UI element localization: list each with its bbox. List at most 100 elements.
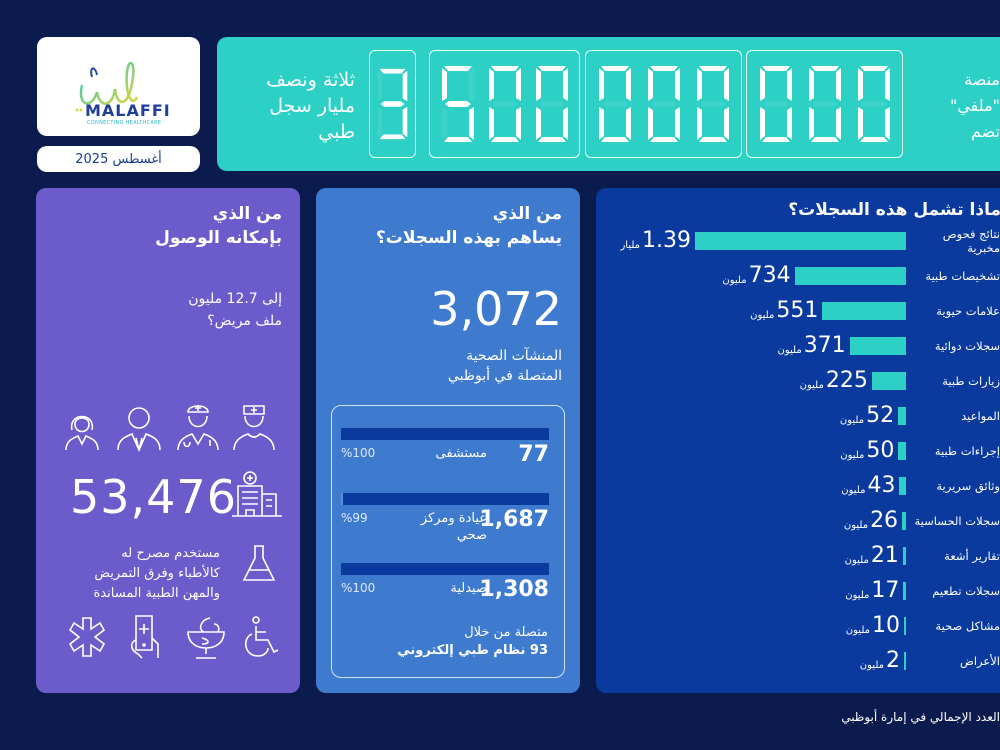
record-row: نتائج فحوص مخبرية مليار 1.39 bbox=[596, 226, 1000, 256]
record-value: مليون 371 bbox=[777, 334, 845, 358]
digit-segment bbox=[647, 68, 653, 101]
facilities-count: 3,072 bbox=[430, 282, 562, 336]
records-count-words: ثلاثة ونصف مليار سجل طبي bbox=[237, 67, 355, 145]
digit-segment bbox=[650, 101, 677, 107]
digit bbox=[808, 66, 841, 142]
digit-segment bbox=[601, 101, 628, 107]
note-line: 93 نظام طبي إلكتروني bbox=[397, 643, 548, 658]
digit bbox=[759, 66, 792, 142]
record-number: 551 bbox=[776, 298, 819, 323]
note-line: متصلة من خلال bbox=[464, 625, 548, 640]
digit-segment bbox=[598, 107, 604, 140]
record-bar bbox=[898, 407, 906, 425]
digit-segment bbox=[600, 66, 629, 71]
facility-progress-bar bbox=[341, 428, 549, 440]
record-bar bbox=[695, 232, 906, 250]
record-unit: مليون bbox=[841, 485, 866, 496]
digit-group bbox=[746, 50, 903, 158]
record-row: وثائق سريرية مليون 43 bbox=[596, 471, 1000, 501]
systems-note: متصلة من خلال 93 نظام طبي إلكتروني bbox=[397, 624, 548, 660]
digit-segment bbox=[537, 137, 566, 142]
record-unit: مليون bbox=[859, 660, 884, 671]
digit-segment bbox=[698, 66, 727, 71]
facility-row: 77 مستشفى %100 bbox=[341, 442, 549, 467]
footer-note: العدد الإجمالي في إمارة أبوظبي bbox=[841, 710, 1000, 724]
desc-line: مستخدم مصرح له bbox=[121, 546, 220, 561]
record-label: نتائج فحوص مخبرية bbox=[942, 227, 1000, 255]
digit bbox=[857, 66, 890, 142]
digit-segment bbox=[490, 137, 519, 142]
digit bbox=[535, 66, 568, 142]
record-label: سجلات الحساسية bbox=[914, 514, 1000, 528]
record-bar bbox=[904, 617, 906, 635]
digit-group bbox=[585, 50, 742, 158]
male-nurse-icon bbox=[232, 402, 276, 456]
records-title: ماذا تشمل هذه السجلات؟ bbox=[788, 200, 1000, 220]
facility-progress-bar bbox=[341, 493, 549, 505]
record-row: سجلات تطعيم مليون 17 bbox=[596, 576, 1000, 606]
digit-segment bbox=[860, 101, 887, 107]
record-bar bbox=[849, 337, 906, 355]
record-label: وثائق سريرية bbox=[936, 479, 1000, 493]
title-line: بإمكانه الوصول bbox=[155, 228, 282, 248]
record-row: المواعيد مليون 52 bbox=[596, 401, 1000, 431]
digit-segment bbox=[857, 107, 863, 140]
record-unit: مليون bbox=[777, 345, 802, 356]
record-bar bbox=[898, 442, 906, 460]
digit-segment bbox=[835, 107, 841, 140]
digit bbox=[488, 66, 521, 142]
record-row: مشاكل صحية مليون 10 bbox=[596, 611, 1000, 641]
digit-segment bbox=[488, 68, 494, 101]
words-line: طبي bbox=[318, 121, 355, 143]
record-row: إجراءات طبية مليون 50 bbox=[596, 436, 1000, 466]
facility-count: 1,308 bbox=[479, 577, 549, 602]
digit-segment bbox=[468, 107, 474, 140]
facilities-description: المنشآت الصحية المتصلة في أبوظبي bbox=[448, 346, 562, 386]
report-date: أغسطس 2025 bbox=[37, 146, 200, 172]
digit-segment bbox=[699, 101, 726, 107]
facility-label: مستشفى bbox=[435, 446, 488, 461]
digit-group bbox=[369, 50, 416, 158]
digit-segment bbox=[811, 101, 838, 107]
title-line: من الذي bbox=[212, 204, 282, 224]
digit-segment bbox=[515, 68, 521, 101]
record-row: علامات حيوية مليون 551 bbox=[596, 296, 1000, 326]
digit-segment bbox=[488, 107, 494, 140]
access-subtitle: إلى 12.7 مليون ملف مريض؟ bbox=[188, 288, 282, 332]
record-number: 52 bbox=[866, 403, 895, 428]
digit-segment bbox=[649, 137, 678, 142]
digit-segment bbox=[515, 107, 521, 140]
record-bar bbox=[902, 547, 906, 565]
record-value: مليون 551 bbox=[750, 299, 818, 323]
words-line: ثلاثة ونصف bbox=[266, 69, 355, 91]
authorized-users-count: 53,476 bbox=[70, 470, 237, 524]
digit-segment bbox=[441, 68, 447, 101]
digit-segment bbox=[723, 68, 729, 101]
facility-percent: %99 bbox=[341, 511, 368, 525]
platform-line: تضم bbox=[971, 122, 1000, 141]
digit-segment bbox=[379, 68, 406, 74]
hospital-icon bbox=[232, 470, 282, 522]
words-line: مليار سجل bbox=[269, 95, 355, 117]
digit-segment bbox=[674, 68, 680, 101]
digit-segment bbox=[625, 107, 631, 140]
access-title: من الذي بإمكانه الوصول bbox=[155, 202, 282, 250]
digit-segment bbox=[810, 137, 839, 142]
digit-segment bbox=[835, 68, 841, 101]
record-unit: مليون bbox=[844, 555, 869, 566]
digit-segment bbox=[859, 66, 888, 71]
digit-segment bbox=[884, 107, 890, 140]
record-number: 1.39 bbox=[642, 228, 691, 253]
facility-row: 1,687 عيادة ومركز صحي %99 bbox=[341, 507, 549, 544]
facility-label: عيادة ومركز صحي bbox=[420, 511, 487, 543]
digit-segment bbox=[402, 106, 408, 138]
record-label: سجلات دوائية bbox=[934, 339, 1000, 353]
digit-segment bbox=[761, 66, 790, 71]
record-value: مليون 21 bbox=[845, 544, 899, 568]
digit-segment bbox=[761, 137, 790, 142]
record-row: سجلات دوائية مليون 371 bbox=[596, 331, 1000, 361]
digit-segment bbox=[377, 70, 383, 102]
digit-segment bbox=[696, 68, 702, 101]
flask-icon bbox=[242, 544, 276, 588]
digit-segment bbox=[490, 66, 519, 71]
